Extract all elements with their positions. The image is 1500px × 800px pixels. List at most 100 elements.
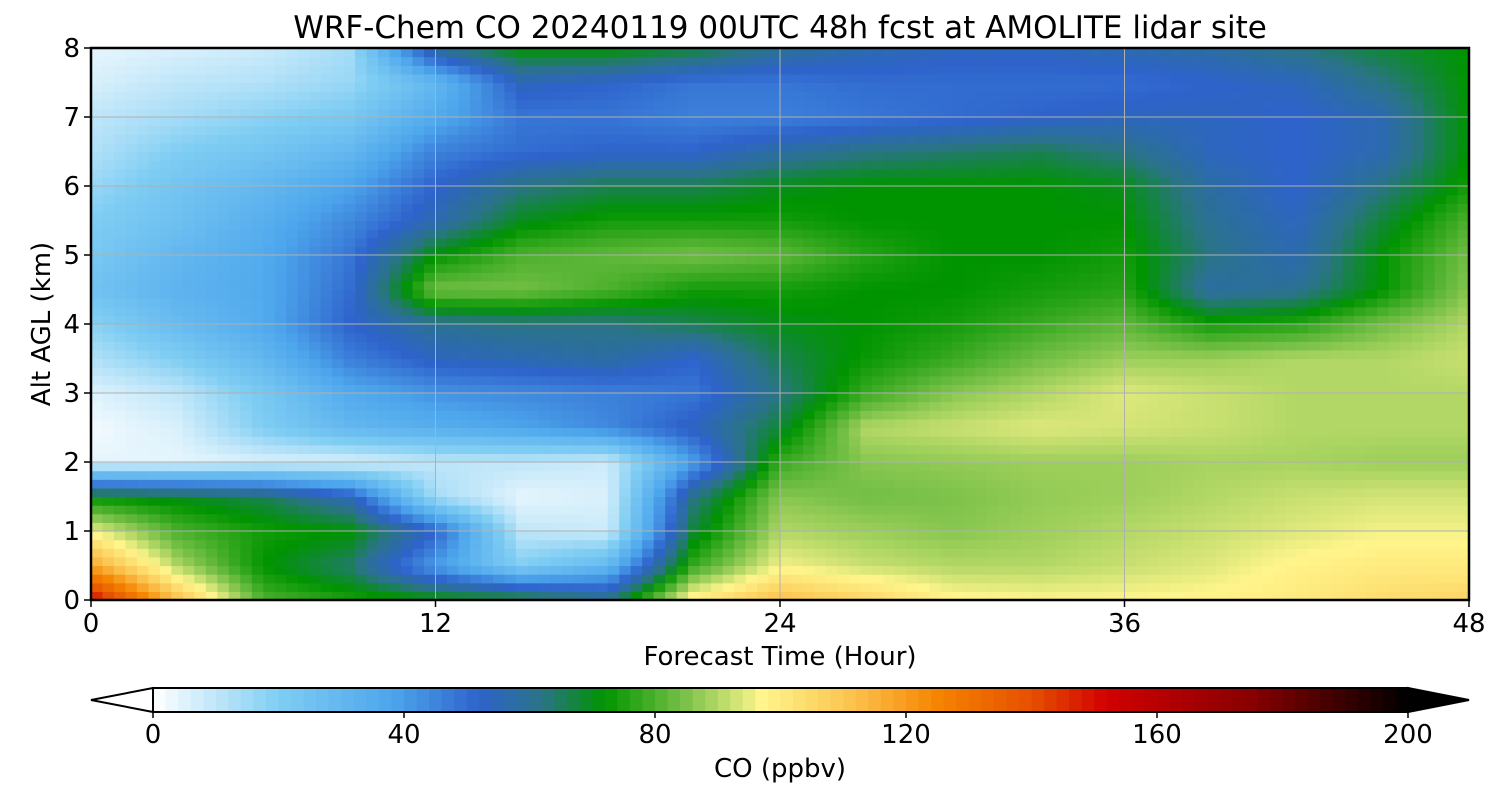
heatmap-cell: [1400, 263, 1413, 273]
heatmap-cell: [355, 255, 368, 265]
heatmap-cell: [791, 237, 804, 247]
heatmap-cell: [791, 479, 804, 489]
heatmap-cell: [136, 470, 150, 480]
heatmap-cell: [424, 324, 437, 334]
heatmap-cell: [745, 522, 758, 532]
heatmap-cell: [561, 263, 574, 273]
heatmap-cell: [745, 255, 758, 265]
heatmap-cell: [1158, 565, 1172, 575]
heatmap-cell: [1319, 289, 1332, 299]
heatmap-cell: [435, 298, 448, 308]
heatmap-cell: [573, 272, 586, 282]
heatmap-cell: [274, 375, 287, 385]
heatmap-cell: [894, 436, 907, 446]
heatmap-cell: [320, 556, 333, 567]
heatmap-cell: [102, 384, 115, 394]
heatmap-cell: [1331, 272, 1344, 282]
heatmap-cell: [860, 341, 873, 351]
heatmap-cell: [366, 531, 379, 541]
heatmap-cell: [401, 582, 414, 592]
heatmap-cell: [722, 263, 735, 273]
heatmap-cell: [607, 263, 620, 273]
heatmap-cell: [1331, 280, 1344, 291]
heatmap-cell: [263, 470, 276, 480]
heatmap-cell: [228, 349, 241, 360]
heatmap-cell: [458, 367, 471, 377]
heatmap-cell: [917, 384, 930, 394]
heatmap-cell: [1434, 341, 1447, 351]
heatmap-cell: [1055, 255, 1068, 265]
heatmap-cell: [619, 341, 632, 351]
heatmap-cell: [1319, 358, 1332, 368]
heatmap-cell: [1158, 289, 1172, 299]
heatmap-cell: [1113, 487, 1126, 498]
heatmap-cell: [1388, 263, 1401, 273]
heatmap-cell: [435, 453, 448, 463]
heatmap-cell: [848, 401, 861, 411]
heatmap-cell: [1021, 427, 1034, 437]
heatmap-cell: [665, 444, 678, 454]
heatmap-cell: [1044, 289, 1057, 299]
heatmap-cell: [297, 418, 310, 429]
heatmap-cell: [274, 401, 287, 411]
heatmap-cell: [998, 263, 1011, 273]
heatmap-cell: [389, 332, 402, 342]
heatmap-cell: [883, 444, 896, 454]
heatmap-cell: [1342, 462, 1355, 472]
heatmap-cell: [607, 384, 620, 394]
heatmap-cell: [894, 548, 907, 558]
heatmap-cell: [1365, 349, 1378, 360]
heatmap-cell: [561, 479, 574, 489]
heatmap-cell: [1135, 349, 1149, 360]
heatmap-cell: [1090, 531, 1103, 541]
heatmap-cell: [1067, 393, 1080, 403]
heatmap-cell: [1273, 263, 1286, 273]
heatmap-cell: [424, 375, 437, 385]
heatmap-cell: [148, 444, 161, 454]
heatmap-cell: [1204, 246, 1217, 256]
heatmap-cell: [676, 341, 689, 351]
heatmap-cell: [492, 574, 505, 584]
heatmap-cell: [309, 496, 322, 506]
heatmap-cell: [469, 263, 483, 273]
heatmap-cell: [320, 505, 333, 515]
heatmap-cell: [837, 513, 850, 523]
heatmap-cell: [286, 591, 299, 600]
heatmap-cell: [986, 246, 999, 256]
heatmap-cell: [802, 427, 816, 437]
heatmap-cell: [1158, 436, 1172, 446]
heatmap-cell: [378, 496, 391, 506]
heatmap-cell: [1078, 487, 1091, 498]
heatmap-cell: [148, 263, 161, 273]
heatmap-cell: [217, 496, 230, 506]
heatmap-cell: [240, 375, 253, 385]
heatmap-cell: [1342, 470, 1355, 480]
heatmap-cell: [642, 531, 655, 541]
heatmap-cell: [527, 522, 540, 532]
heatmap-cell: [550, 531, 563, 541]
heatmap-cell: [91, 384, 104, 394]
heatmap-cell: [607, 556, 620, 567]
heatmap-cell: [1434, 255, 1447, 265]
heatmap-cell: [630, 246, 643, 256]
heatmap-cell: [998, 444, 1011, 454]
heatmap-cell: [217, 591, 230, 600]
heatmap-cell: [1423, 341, 1436, 351]
heatmap-cell: [1296, 531, 1309, 541]
heatmap-cell: [986, 453, 999, 463]
heatmap-cell: [1319, 539, 1332, 549]
heatmap-cell: [894, 479, 907, 489]
heatmap-cell: [757, 237, 770, 247]
heatmap-cell: [699, 263, 712, 273]
heatmap-cell: [550, 367, 563, 377]
heatmap-cell: [848, 444, 861, 454]
heatmap-cell: [550, 246, 563, 256]
heatmap-cell: [871, 306, 884, 316]
heatmap-cell: [780, 479, 793, 489]
heatmap-cell: [1446, 298, 1459, 308]
heatmap-cell: [1250, 436, 1263, 446]
heatmap-cell: [240, 255, 253, 265]
heatmap-cell: [883, 315, 896, 325]
heatmap-cell: [148, 410, 161, 420]
heatmap-cell: [1308, 427, 1321, 437]
